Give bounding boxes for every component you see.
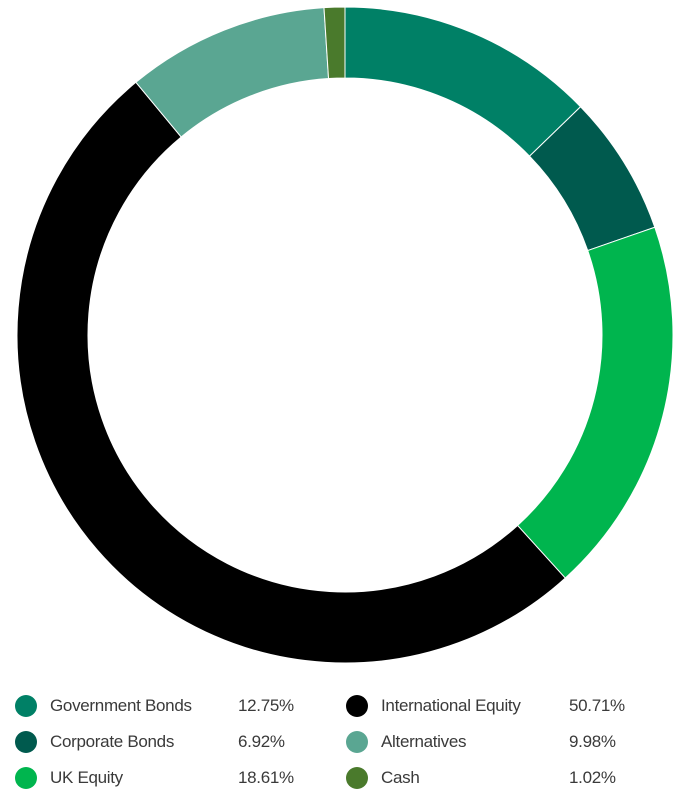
legend-label-uk-equity: UK Equity [50,768,123,787]
legend-item-international-equity: International Equity [346,690,521,722]
legend-item-government-bonds: Government Bonds [15,690,192,722]
donut-chart [16,6,674,664]
legend-label-cash: Cash [381,768,420,787]
legend-label-international-equity: International Equity [381,696,521,715]
legend-swatch-government-bonds [15,695,37,717]
legend-value-government-bonds: 12.75% [238,696,294,715]
legend-swatch-uk-equity [15,767,37,789]
slice-international-equity [16,81,566,664]
slice-uk-equity [516,226,674,579]
legend-label-corporate-bonds: Corporate Bonds [50,732,175,751]
legend-value-corporate-bonds: 6.92% [238,732,285,751]
legend-value-cash: 1.02% [569,768,616,787]
legend-item-cash: Cash [346,762,420,794]
slice-cash [323,6,346,80]
legend-item-uk-equity: UK Equity [15,762,123,794]
legend-swatch-alternatives [346,731,368,753]
legend-item-alternatives: Alternatives [346,726,467,758]
legend-value-alternatives: 9.98% [569,732,616,751]
slice-alternatives [135,7,330,138]
legend-swatch-cash [346,767,368,789]
legend: Government Bonds 12.75% Corporate Bonds … [0,688,681,794]
legend-item-corporate-bonds: Corporate Bonds [15,726,174,758]
slice-government-bonds [344,6,582,157]
legend-label-government-bonds: Government Bonds [50,696,192,715]
legend-value-uk-equity: 18.61% [238,768,294,787]
legend-swatch-international-equity [346,695,368,717]
legend-value-international-equity: 50.71% [569,696,625,715]
legend-label-alternatives: Alternatives [381,732,467,751]
legend-swatch-corporate-bonds [15,731,37,753]
